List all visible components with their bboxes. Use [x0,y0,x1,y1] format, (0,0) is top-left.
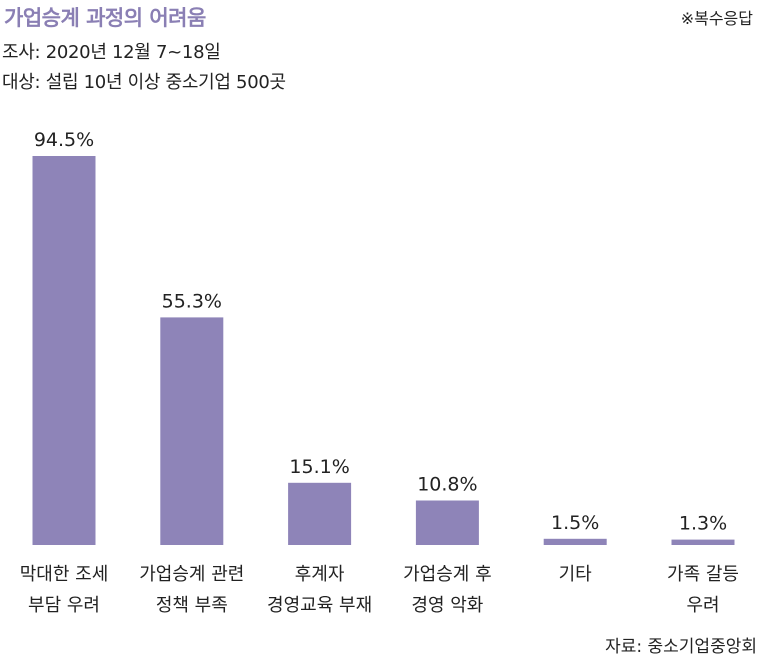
bar-1 [32,156,96,545]
multiple-response-note: ※복수응답 [680,9,753,28]
category-label-5: 기타 [559,564,593,585]
data-source: 자료: 중소기업중앙회 [605,637,757,657]
category-label-line: 우려 [686,595,719,616]
category-label-line: 정책 부족 [156,595,228,616]
value-label-2: 55.3% [162,290,222,312]
bar-6 [671,539,735,545]
category-label-line: 부담 우려 [28,595,100,616]
bar-5 [543,538,607,545]
value-label-4: 10.8% [417,474,477,496]
survey-period: 조사: 2020년 12월 7~18일 [2,42,221,63]
category-label-line: 경영교육 부재 [267,595,372,616]
bar-4 [415,500,479,545]
category-label-line: 기타 [559,564,593,585]
chart-title: 가업승계 과정의 어려움 [4,6,206,30]
category-label-line: 가업승계 후 [403,564,492,585]
category-label-line: 막대한 조세 [20,564,109,585]
bar-3 [288,482,352,545]
bar-2 [160,317,224,545]
category-label-line: 가족 갈등 [667,564,739,585]
value-label-3: 15.1% [289,456,349,478]
survey-target: 대상: 설립 10년 이상 중소기업 500곳 [2,72,286,93]
value-label-1: 94.5% [34,129,94,151]
category-label-line: 후계자 [295,564,345,585]
category-label-line: 가업승계 관련 [139,564,244,585]
category-label-line: 경영 악화 [411,595,483,616]
value-label-6: 1.3% [679,513,727,535]
value-label-5: 1.5% [551,512,599,534]
